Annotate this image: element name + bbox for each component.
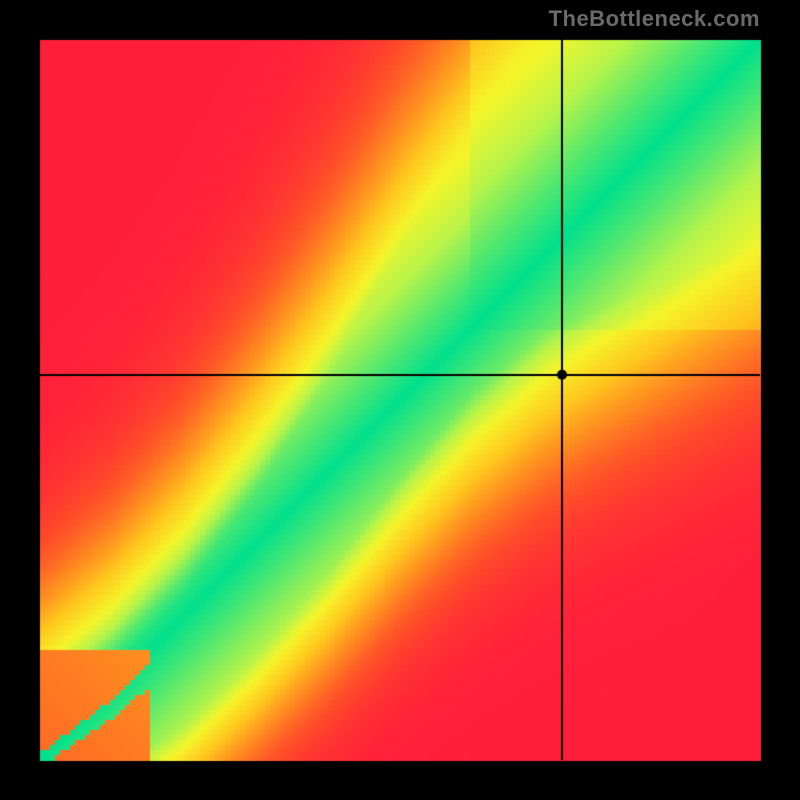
chart-container: TheBottleneck.com: [0, 0, 800, 800]
watermark-text: TheBottleneck.com: [549, 6, 760, 32]
bottleneck-heatmap: [0, 0, 800, 800]
